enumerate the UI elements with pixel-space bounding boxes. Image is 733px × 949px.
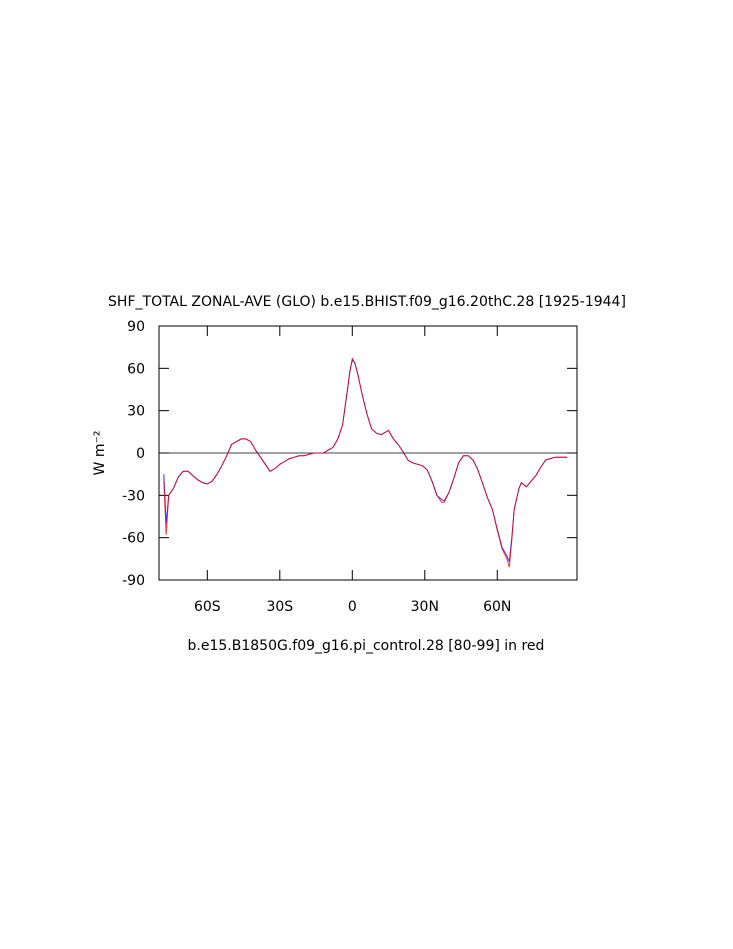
y-tick-label: -60 xyxy=(122,531,145,547)
y-tick-label: 90 xyxy=(127,319,145,335)
y-tick-label: -90 xyxy=(122,573,145,589)
y-axis-label: W m⁻² xyxy=(92,431,108,476)
y-tick-label: -30 xyxy=(122,488,145,504)
y-tick-label: 60 xyxy=(127,361,145,377)
data-line xyxy=(163,357,568,568)
x-tick-label: 60N xyxy=(483,599,511,615)
x-tick-label: 30S xyxy=(266,599,293,615)
plot-frame xyxy=(158,325,578,581)
subtitle: b.e15.B1850G.f09_g16.pi_control.28 [80-9… xyxy=(188,638,545,654)
y-tick-label: 30 xyxy=(127,404,145,420)
x-tick-label: 60S xyxy=(194,599,221,615)
chart-title: SHF_TOTAL ZONAL-AVE (GLO) b.e15.BHIST.f0… xyxy=(108,294,626,310)
y-tick-label: 0 xyxy=(136,446,145,462)
x-tick-label: 0 xyxy=(348,599,357,615)
x-tick-label: 30N xyxy=(411,599,439,615)
